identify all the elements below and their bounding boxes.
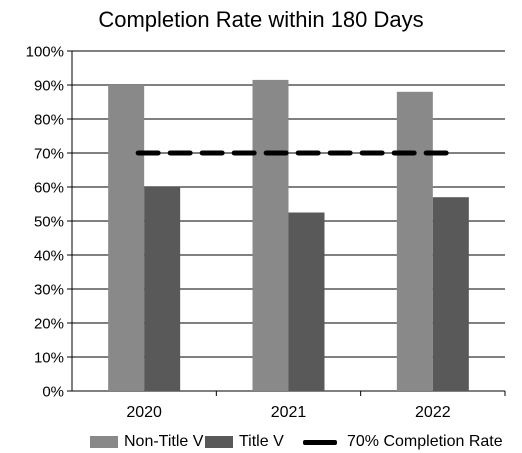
legend-swatch-title-v [205, 436, 233, 448]
y-tick-label: 100% [26, 44, 64, 61]
bar-title-v-2022 [432, 197, 469, 391]
y-tick-label: 40% [34, 248, 64, 265]
y-tick-label: 90% [34, 78, 64, 95]
bar-non-title-v-2022 [396, 91, 433, 392]
y-tick-label: 50% [34, 214, 64, 231]
x-tick-label: 2020 [126, 404, 162, 421]
x-tick-label: 2022 [415, 404, 451, 421]
y-tick-label: 10% [34, 350, 64, 367]
legend-label-non-title-v: Non-Title V [124, 433, 204, 450]
legend-item-title-v: Title V [205, 432, 284, 452]
legend-item-completion-rate: 70% Completion Rate [303, 432, 503, 452]
bar-non-title-v-2020 [108, 85, 145, 391]
y-tick-label: 20% [34, 316, 64, 333]
legend-item-non-title-v: Non-Title V [90, 432, 203, 452]
chart-title: Completion Rate within 180 Days [98, 7, 424, 32]
bar-title-v-2020 [144, 187, 181, 391]
x-tick-label: 2021 [271, 404, 307, 421]
bar-title-v-2021 [288, 212, 325, 391]
legend-label-title-v: Title V [239, 433, 284, 450]
legend-swatch-non-title-v [90, 436, 118, 448]
legend-label-completion-rate: 70% Completion Rate [347, 433, 503, 450]
bar-non-title-v-2021 [252, 79, 289, 392]
y-tick-label: 30% [34, 282, 64, 299]
legend: Non-Title V Title V 70% Completion Rate [0, 432, 522, 452]
y-tick-label: 70% [34, 146, 64, 163]
y-tick-label: 60% [34, 180, 64, 197]
y-tick-label: 0% [42, 384, 64, 401]
legend-dash-completion-rate [303, 439, 337, 445]
y-tick-label: 80% [34, 112, 64, 129]
